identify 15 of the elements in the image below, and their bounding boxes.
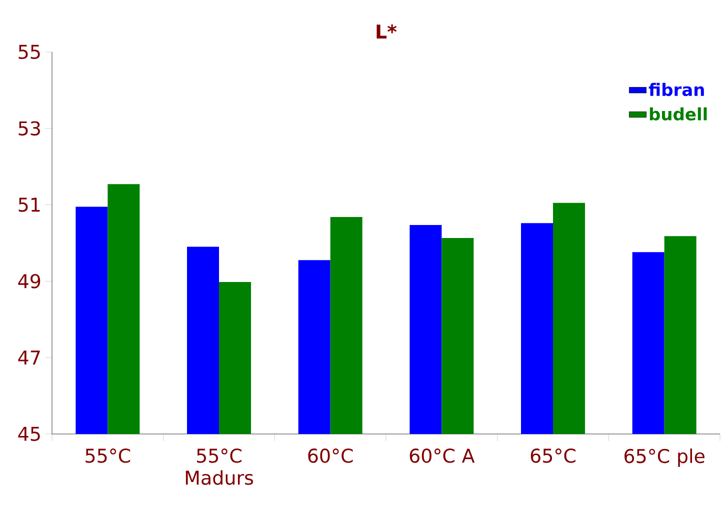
y-tick-label: 45 — [18, 426, 40, 442]
x-tick-label: 60°C A — [410, 448, 475, 463]
chart-title: L* — [376, 24, 397, 38]
x-tick-label: 55°C Madurs — [186, 448, 254, 485]
y-tick-label: 47 — [18, 350, 40, 365]
legend-label: budell — [650, 107, 707, 120]
x-tick-label: 60°C — [308, 448, 353, 463]
y-tick-label: 53 — [18, 121, 40, 136]
x-tick-label: 65°C — [530, 448, 576, 463]
y-tick-label: 51 — [18, 198, 40, 212]
x-tick-label: 55°C — [86, 448, 130, 463]
y-tick-label: 49 — [18, 274, 40, 288]
y-tick-label: 55 — [18, 44, 40, 60]
x-tick-label: 65°C ple — [624, 448, 704, 467]
legend-label: fibran — [648, 82, 704, 96]
